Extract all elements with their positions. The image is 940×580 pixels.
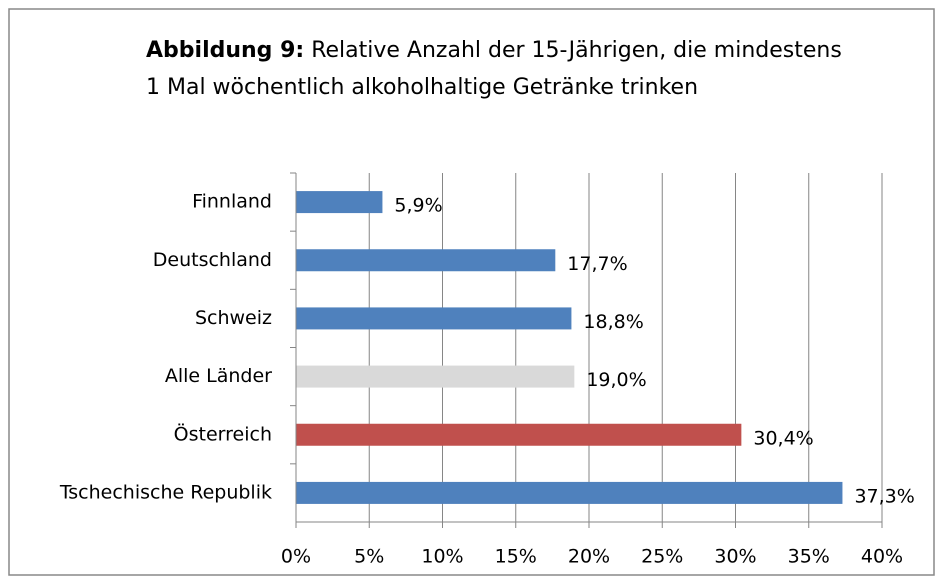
value-label: 18,8%	[583, 311, 643, 333]
x-tick-label: 10%	[421, 546, 463, 568]
bar	[296, 307, 572, 330]
x-tick-label: 15%	[495, 546, 537, 568]
value-label: 37,3%	[854, 485, 914, 507]
value-label: 19,0%	[586, 369, 646, 391]
x-tick-label: 35%	[788, 546, 830, 568]
x-tick-label: 0%	[281, 546, 311, 568]
x-tick-label: 25%	[641, 546, 683, 568]
bar	[296, 365, 575, 388]
y-tick-label: Tschechische Republik	[59, 481, 272, 503]
x-tick-label: 5%	[354, 546, 384, 568]
y-tick-label: Schweiz	[195, 307, 272, 329]
y-tick-label: Österreich	[174, 422, 272, 445]
bar	[296, 249, 556, 272]
y-tick-label: Alle Länder	[165, 365, 272, 387]
value-label: 17,7%	[567, 253, 627, 275]
x-tick-label: 40%	[861, 546, 903, 568]
bar	[296, 191, 383, 214]
title-text: Relative Anzahl der 15-Jährigen, die min…	[146, 38, 842, 100]
y-tick-label: Deutschland	[153, 249, 272, 271]
chart-border	[8, 8, 935, 576]
x-tick-label: 20%	[568, 546, 610, 568]
bar	[296, 423, 742, 446]
y-tick-label: Finnland	[192, 191, 272, 213]
value-label: 5,9%	[394, 195, 442, 217]
title-prefix: Abbildung 9:	[146, 38, 305, 63]
value-label: 30,4%	[753, 427, 813, 449]
x-tick-label: 30%	[714, 546, 756, 568]
bar	[296, 481, 843, 504]
chart-title: Abbildung 9: Relative Anzahl der 15-Jähr…	[146, 32, 846, 106]
